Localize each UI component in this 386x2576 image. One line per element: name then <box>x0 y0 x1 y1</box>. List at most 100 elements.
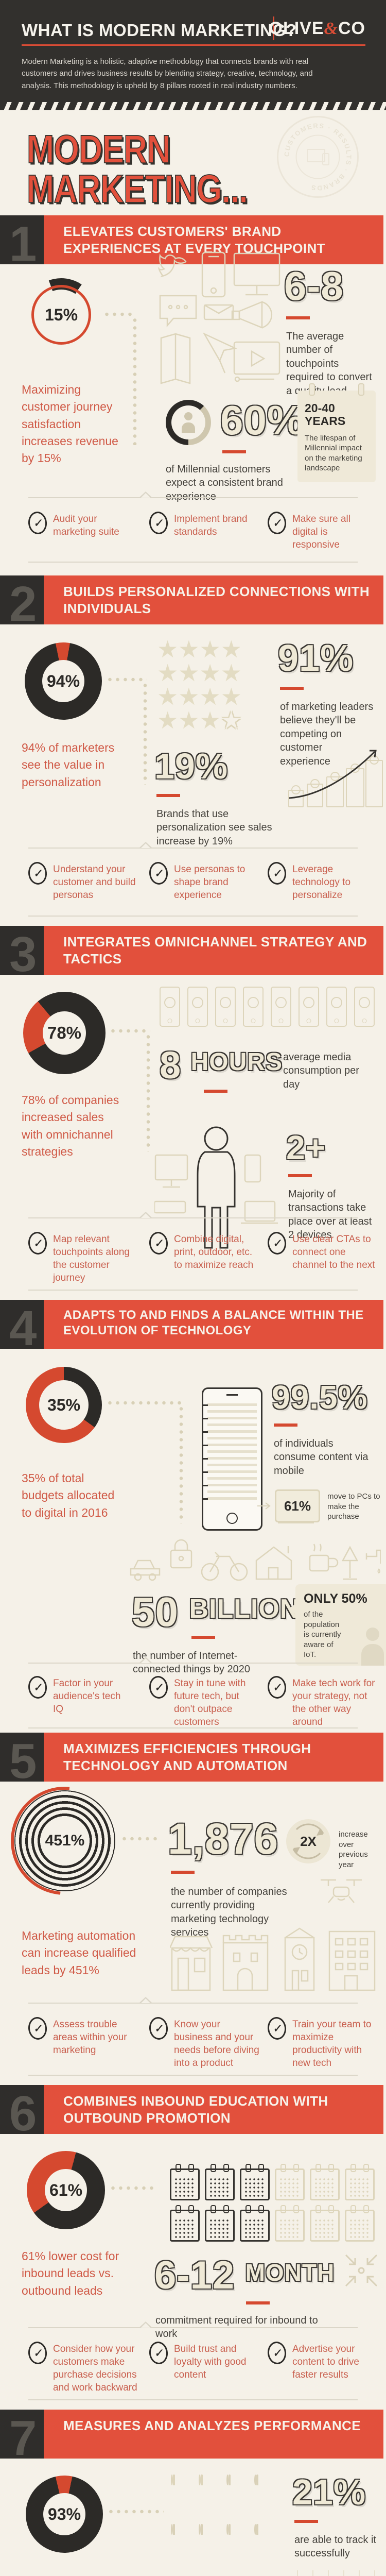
header-rule <box>22 44 365 46</box>
dotted-connector <box>179 1405 183 1523</box>
bike-icon <box>201 1552 248 1581</box>
section-5-title: MAXIMIZES EFFICIENCIES THROUGH TECHNOLOG… <box>63 1741 311 1773</box>
section-number: 2 <box>9 577 37 632</box>
divider <box>28 1657 358 1664</box>
house-icon <box>255 1546 292 1580</box>
shop-icon <box>169 1936 213 1991</box>
section-1-caption: Maximizing customer journey satisfaction… <box>22 383 118 465</box>
iot-awareness-bubble: ONLY 50% of the population is currently … <box>288 1584 386 1666</box>
lifespan-box: 20-40 YEARS The lifespan of Millennial i… <box>297 383 376 482</box>
faucet-icon <box>365 1549 382 1574</box>
donut-value: 35% <box>39 1380 89 1430</box>
section-6-title: COMBINES INBOUND EDUCATION WITH OUTBOUND… <box>63 2093 328 2126</box>
section-number: 6 <box>9 2086 37 2141</box>
section-1-title: ELEVATES CUSTOMERS' BRAND EXPERIENCES AT… <box>63 224 325 256</box>
bubble-title: ONLY 50% <box>304 1591 367 1606</box>
person-donut-60 <box>166 400 211 445</box>
checklist-text: Assess trouble areas within your marketi… <box>53 2019 127 2056</box>
divider <box>28 1290 358 1291</box>
checklist-item: ✓ Stay in tune with future tech, but don'… <box>148 1675 260 1728</box>
hero-title-line2: MARKETING... <box>26 166 248 211</box>
section-4: 4 ADAPTS TO AND FINDS A BALANCE WITHIN T… <box>0 1300 386 1733</box>
checklist-text: Make tech work for your strategy, not th… <box>292 1678 375 1728</box>
phone-clock-row <box>160 987 381 1033</box>
section-number: 7 <box>9 2411 37 2466</box>
megaphone-icon <box>231 301 273 329</box>
arrow-right-icon <box>257 1502 271 1510</box>
donut-93: 93% <box>26 2476 103 2553</box>
clock-tower-icon <box>284 1927 315 1991</box>
smartphone-icon <box>201 251 226 298</box>
checklist-item: ✓ Build trust and loyalty with good conte… <box>148 2341 252 2381</box>
divider <box>28 1212 358 1218</box>
desktop-icon <box>233 252 280 296</box>
check-icon: ✓ <box>27 2341 48 2365</box>
checklist-text: Understand your customer and build perso… <box>53 864 136 901</box>
section-5-number-block: 5 <box>0 1733 44 1786</box>
section-3-caption: 78% of companies increased sales with om… <box>22 1093 119 1159</box>
check-icon: ✓ <box>266 2341 288 2365</box>
stat-8: 8 <box>160 1044 182 1087</box>
donut-value: 451% <box>43 1819 87 1863</box>
dotted-connector <box>143 682 147 785</box>
divider <box>28 2075 358 2076</box>
checklist-text: Factor in your audience's tech IQ <box>53 1678 121 1715</box>
checklist-item: ✓ Factor in your audience's tech IQ <box>27 1675 131 1716</box>
stat-61-value: 61% <box>284 1498 311 1514</box>
mobile-phone-illustration <box>202 1387 262 1531</box>
section-5-caption: Marketing automation can increase qualif… <box>22 1929 136 1977</box>
stat-6-8: 6-8 <box>284 263 344 309</box>
checklist-text: Implement brand standards <box>174 514 248 538</box>
person-donut-hole <box>171 405 205 439</box>
dotted-connector <box>106 1401 183 1405</box>
check-icon: ✓ <box>266 1231 288 1256</box>
checklist-item: ✓ Use personas to shape brand experience <box>148 861 257 902</box>
lifespan-title: 20-40 YEARS <box>305 401 346 428</box>
stat-99-5-desc: of individuals consume content via mobil… <box>274 1438 369 1477</box>
divider <box>28 492 358 498</box>
logo-olive: OLIVE <box>269 19 324 38</box>
torn-edge <box>0 102 386 110</box>
customers-results-brands-stamp: CUSTOMERS · RESULTS · BRANDS <box>275 114 360 202</box>
monitor-stand <box>278 1521 314 1523</box>
stat-8-hours: 8 HOURS <box>160 1043 283 1087</box>
check-icon: ✓ <box>148 2016 169 2041</box>
dotted-connector <box>133 316 137 445</box>
checklist-text: Make sure all digital is responsive <box>292 514 350 551</box>
buildings-illustration <box>169 1922 381 1992</box>
checklist-item: ✓ Audit your marketing suite <box>27 511 131 538</box>
checklist-item: ✓ Map relevant touchpoints along the cust… <box>27 1231 136 1284</box>
stat-19-desc: Brands that use personalization see sale… <box>156 808 272 847</box>
divider <box>28 2321 358 2328</box>
chart-cursor-illustration <box>292 2570 380 2576</box>
checklist-item: ✓ Make tech work for your strategy, not t… <box>266 1675 378 1728</box>
donut-value: 93% <box>43 2493 85 2535</box>
stat-91-desc: of marketing leaders believe they'll be … <box>280 701 374 767</box>
stat-19: 19% <box>154 746 229 786</box>
section-5-banner: MAXIMIZES EFFICIENCIES THROUGH TECHNOLOG… <box>44 1733 383 1782</box>
section-2-caption: 94% of marketers see the value in person… <box>22 741 115 789</box>
divider <box>28 842 358 849</box>
header: WHAT IS MODERN MARKETING? OLIVE&CO Moder… <box>0 0 386 102</box>
checklist-item: ✓ Make sure all digital is responsive <box>266 511 371 551</box>
section-2-banner: BUILDS PERSONALIZED CONNECTIONS WITH IND… <box>44 575 383 624</box>
section-number: 5 <box>9 1734 37 1789</box>
logo-ampersand-icon: & <box>324 19 338 38</box>
red-underline <box>294 2520 318 2523</box>
section-7: 7 MEASURES AND ANALYZES PERFORMANCE 93% … <box>0 2410 386 2576</box>
checklist-item: ✓ Advertise your content to drive faster … <box>266 2341 371 2381</box>
checklist-text: Advertise your content to drive faster r… <box>292 2344 359 2381</box>
divider <box>28 562 358 563</box>
checklist-item: ✓ Train your team to maximize productivit… <box>266 2016 378 2070</box>
stat-hours: HOURS <box>190 1048 283 1076</box>
stat-2x-circle: 2X <box>286 1819 330 1863</box>
red-underline <box>191 1636 215 1639</box>
hero-title-line1: MODERN <box>26 126 171 172</box>
lamp-icon <box>341 1546 359 1580</box>
check-icon: ✓ <box>27 511 48 535</box>
section-1-banner: ELEVATES CUSTOMERS' BRAND EXPERIENCES AT… <box>44 215 383 264</box>
divider <box>28 1727 358 1728</box>
converge-arrows-icon <box>345 2254 378 2287</box>
check-icon: ✓ <box>148 1231 169 1256</box>
calendar-grid <box>170 2162 381 2245</box>
